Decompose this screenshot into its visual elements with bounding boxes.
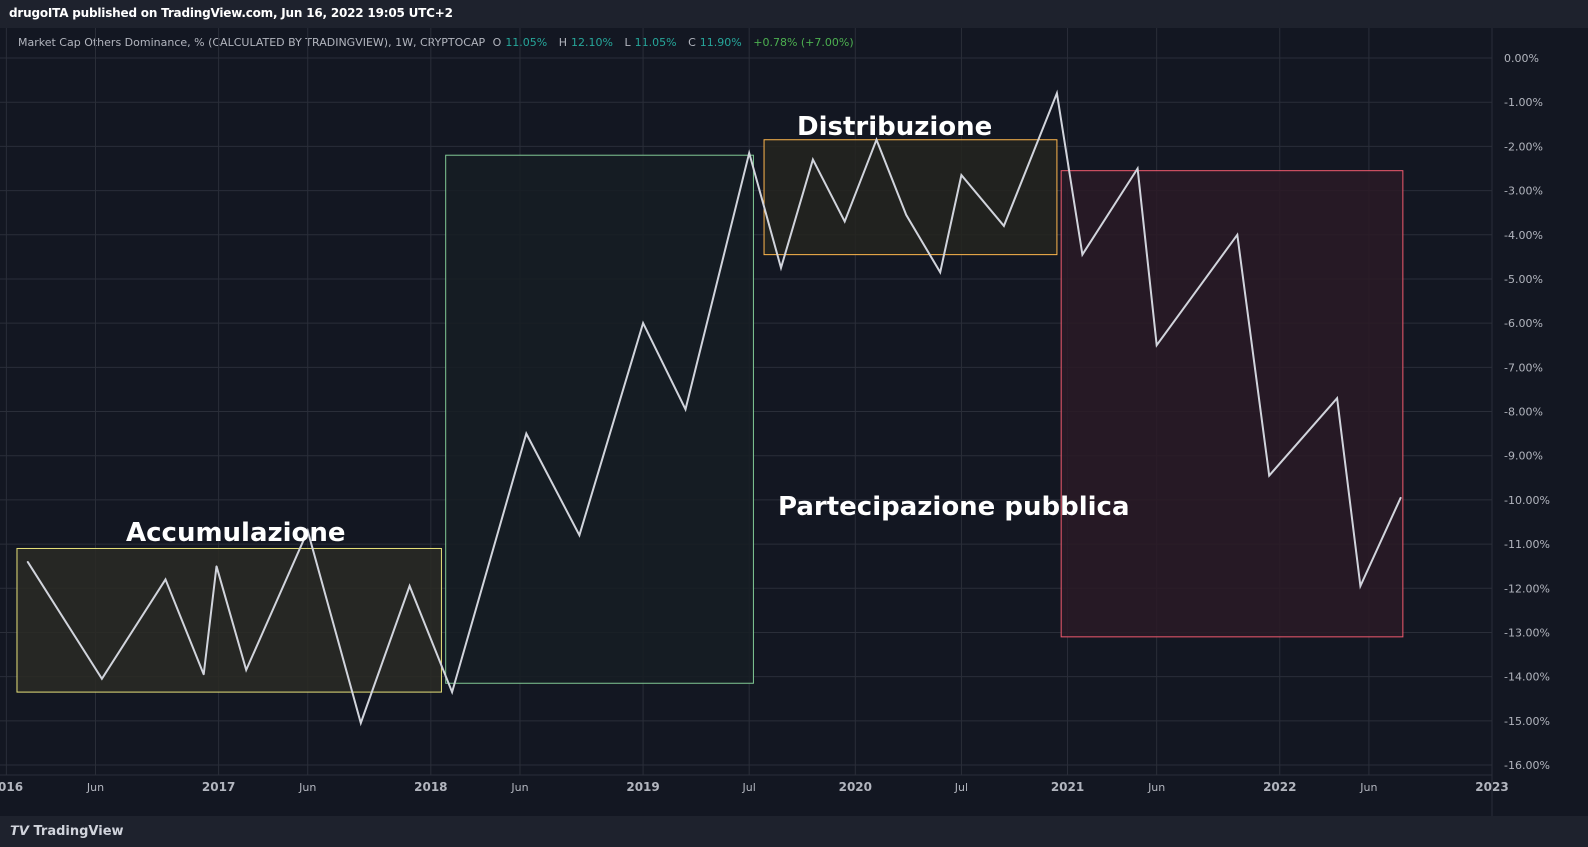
x-tick-label: 2020 [839,780,872,794]
legend-change: +0.78% (+7.00%) [753,36,854,49]
legend-symbol: Market Cap Others Dominance, % (CALCULAT… [18,36,486,49]
y-tick-label: 0.00% [1504,52,1539,65]
y-tick-label: -11.00% [1504,538,1550,551]
series-point [684,408,687,411]
series-point [408,585,411,587]
x-tick-label: Jun [298,781,316,794]
footer-brand: TradingView [33,824,124,839]
series-point [939,271,941,274]
series-point [578,534,581,537]
series-point [202,673,205,676]
series-point [812,158,814,161]
y-tick-label: -12.00% [1504,582,1550,595]
y-tick-label: -15.00% [1504,715,1550,728]
x-tick-label: Jun [510,781,528,794]
x-tick-label: 2021 [1051,780,1084,794]
series-point [1155,344,1158,347]
tradingview-logo[interactable]: 𝙏𝙑 TradingView [10,824,124,839]
tv-logo-icon: 𝙏𝙑 [10,824,29,839]
x-tick-label: Jul [954,781,968,794]
x-tick-label: Jun [86,781,104,794]
series-point [905,214,908,216]
series-point [1136,167,1139,170]
series-point [359,722,362,724]
series-point [1359,585,1362,587]
series-point [843,220,846,223]
series-point [642,322,644,324]
distribution-box[interactable] [763,139,1058,256]
series-point [215,565,218,567]
y-tick-label: -9.00% [1504,450,1543,463]
y-tick-label: -5.00% [1504,273,1543,286]
series-point [960,174,963,176]
series-point [875,138,878,141]
legend-low: L 11.05% [624,36,677,49]
legend-high: H 12.10% [558,36,613,49]
y-tick-label: -14.00% [1504,671,1550,684]
series-point [748,152,750,154]
y-tick-label: -4.00% [1504,229,1543,242]
y-tick-label: -7.00% [1504,361,1543,374]
series-point [306,530,309,532]
x-tick-label: 2016 [0,780,23,794]
label-accumulazione: Accumulazione [126,518,346,548]
y-tick-label: -10.00% [1504,494,1550,507]
chart-svg[interactable]: 0.00% -1.00% -2.00% -3.00% -4.00% -5.00% -6.00… [0,0,1588,816]
x-tick-label: Jun [1359,781,1377,794]
series-point [1003,225,1005,227]
x-tick-label: 2019 [626,780,659,794]
series-line [26,89,1402,727]
series-point [1336,397,1338,400]
x-tick-label: 2022 [1263,780,1296,794]
series-point [245,669,247,671]
series-point [780,267,782,269]
x-tick-label: 2017 [202,780,235,794]
series-point [26,560,29,563]
y-tick-label: -6.00% [1504,317,1543,330]
x-tick-label: Jul [742,781,756,794]
series-point [1081,253,1084,256]
footer-bar: 𝙏𝙑 TradingView [0,816,1588,847]
label-distribuzione: Distribuzione [797,112,992,142]
accumulation-box[interactable] [16,547,442,693]
series-point [525,432,528,435]
series-point [1236,233,1239,236]
series-point [1056,92,1058,95]
series-point [164,578,167,581]
series-point [101,678,103,680]
series-point [1399,496,1402,499]
y-tick-label: -3.00% [1504,185,1543,198]
series-point [451,691,453,693]
y-tick-label: -8.00% [1504,406,1543,419]
y-tick-label: -13.00% [1504,626,1550,639]
series-point [1268,474,1270,477]
x-tick-label: Jun [1147,781,1165,794]
y-tick-label: -1.00% [1504,96,1543,109]
decline-box[interactable] [1060,170,1404,638]
series-legend: Market Cap Others Dominance, % (CALCULAT… [18,36,858,49]
legend-close: C 11.90% [688,36,742,49]
publish-info: drugoITA published on TradingView.com, J… [9,6,453,20]
x-tick-label: 2018 [414,780,447,794]
public-participation-box[interactable] [445,154,754,684]
y-tick-label: -16.00% [1504,759,1550,772]
legend-open: O 11.05% [492,36,548,49]
x-tick-label: 2023 [1475,780,1508,794]
label-partecipazione-pubblica: Partecipazione pubblica [778,492,1130,522]
y-tick-label: -2.00% [1504,140,1543,153]
publish-header: drugoITA published on TradingView.com, J… [0,0,1588,28]
